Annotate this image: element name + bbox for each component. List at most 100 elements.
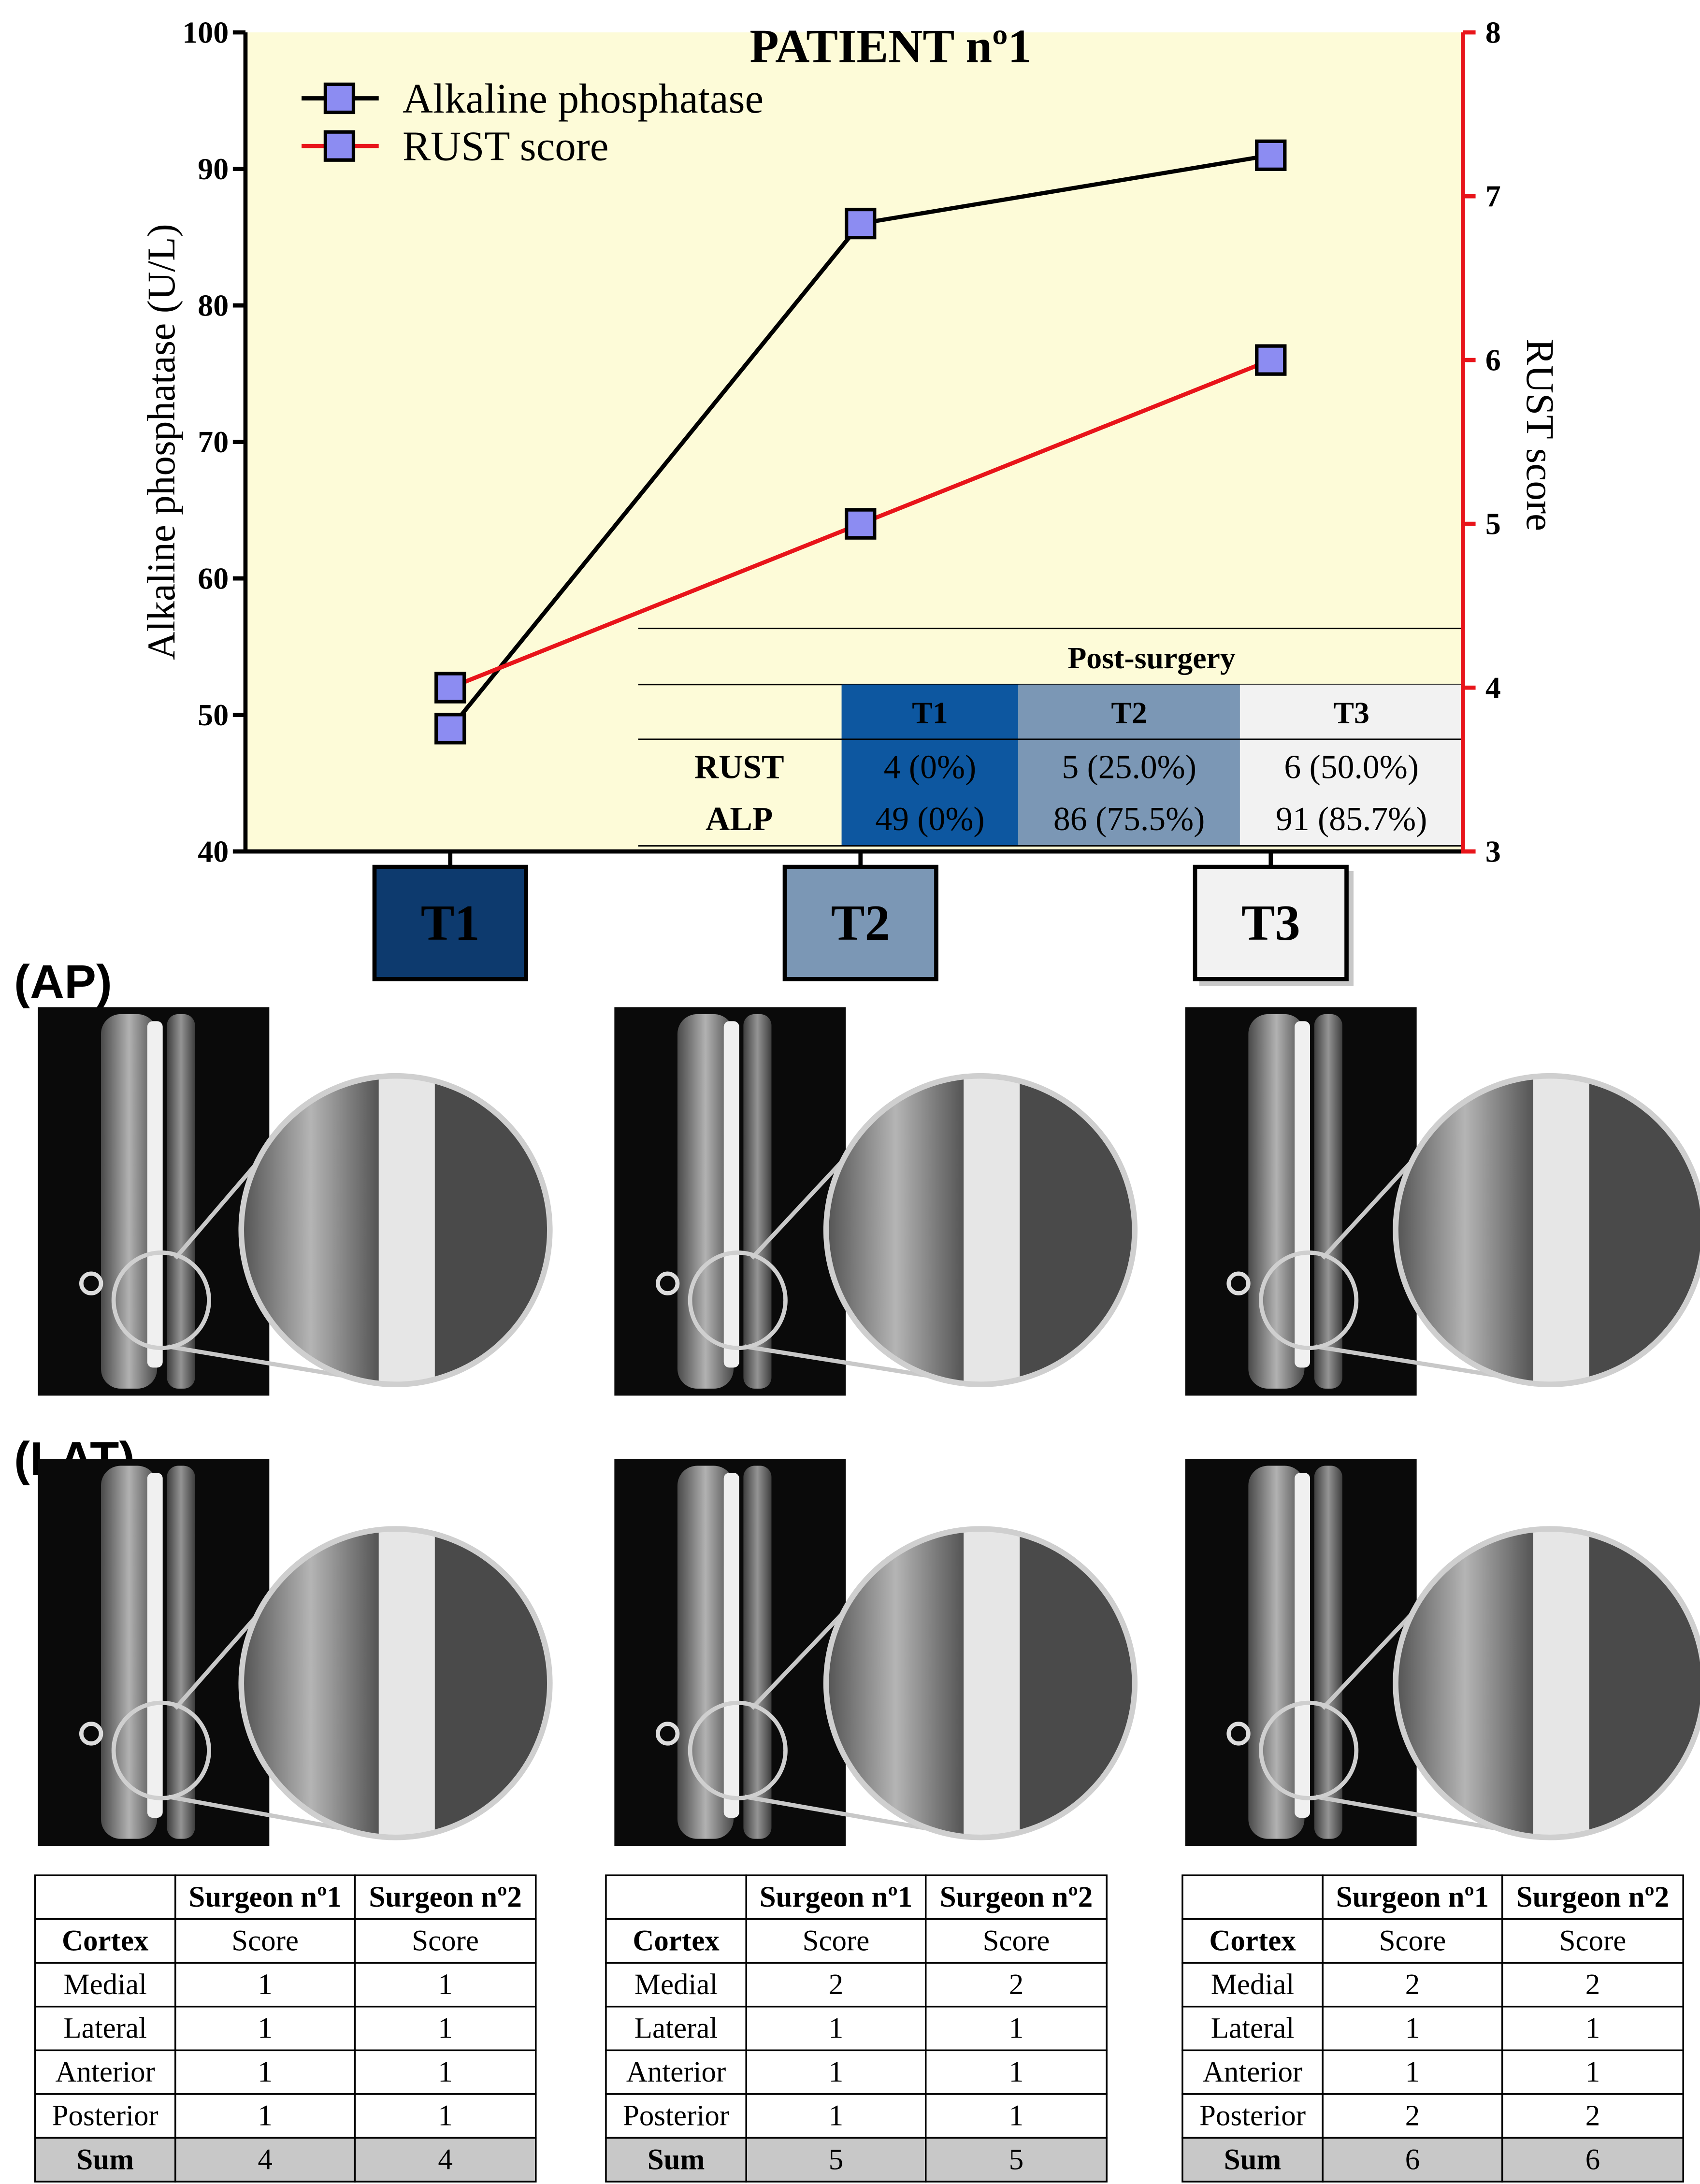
zoom-ring — [823, 1526, 1138, 1840]
table-cell-box — [174, 1918, 356, 1964]
table-cell: 1 — [1009, 2012, 1023, 2045]
table-cell-box — [1501, 2006, 1684, 2052]
table-cell: Lateral — [63, 2012, 147, 2045]
legend-label: RUST score — [403, 123, 608, 170]
bone — [1314, 1466, 1342, 1839]
zoom-ring — [1393, 1073, 1700, 1387]
y2-axis-label: RUST score — [1518, 339, 1562, 531]
table-cell-box — [925, 2093, 1108, 2139]
x-tick-label: T3 — [1241, 895, 1300, 951]
table-cell: Sum — [648, 2143, 705, 2176]
table-cell: 2 — [829, 1968, 843, 2001]
table-cell: 2 — [1405, 1968, 1420, 2001]
zoom-ring — [1393, 1526, 1700, 1840]
table-cell-box — [1181, 2093, 1324, 2139]
table-subheader: Score — [412, 1925, 479, 1957]
inset-title: Post-surgery — [1067, 641, 1236, 675]
legend-marker — [323, 82, 356, 115]
detail-ring — [688, 1250, 788, 1351]
marker-ring — [1226, 1271, 1251, 1295]
table-cell: 1 — [438, 2012, 452, 2045]
table-cell-box — [1501, 1962, 1684, 2008]
marker — [1255, 139, 1287, 171]
y2-tick-label: 6 — [1485, 343, 1501, 377]
table-cell: 1 — [438, 1968, 452, 2001]
table-header: Surgeon nº1 — [760, 1881, 912, 1913]
y-tick-label: 100 — [182, 15, 229, 50]
legend-label: Alkaline phosphatase — [403, 75, 764, 122]
table-cell: 1 — [258, 1968, 272, 2001]
y2-tick-label: 7 — [1485, 179, 1501, 214]
column-header: T2 — [1111, 695, 1147, 730]
zoom-connector — [744, 1795, 935, 1832]
zoom-bone — [826, 1529, 965, 1838]
y2-tick-label: 3 — [1485, 834, 1501, 869]
column-header: T1 — [912, 695, 948, 730]
table-cell-box — [1181, 1918, 1324, 1964]
zoom-nail — [1533, 1529, 1589, 1838]
table-cell: Medial — [63, 1968, 147, 2001]
table-subheader: Cortex — [633, 1925, 720, 1957]
table-cell: 1 — [1009, 2056, 1023, 2088]
table-cell: Lateral — [1211, 2012, 1295, 2045]
table-cell-box — [605, 1874, 747, 1920]
data-cell — [841, 739, 1019, 846]
table-subheader: Cortex — [62, 1925, 149, 1957]
table-cell: 1 — [829, 2056, 843, 2088]
table-cell-box — [745, 2137, 927, 2183]
zoom-connector — [168, 1344, 350, 1379]
table-subheader: Score — [803, 1925, 870, 1957]
table-cell-box — [34, 2093, 176, 2139]
zoom-nail — [964, 1076, 1020, 1385]
zoom-ring — [238, 1526, 553, 1840]
table-cell: Posterior — [623, 2100, 729, 2132]
table-cell-box — [34, 1874, 176, 1920]
table-cell-box — [605, 2049, 747, 2095]
data-cell — [1018, 739, 1240, 846]
table-cell: 1 — [258, 2100, 272, 2132]
detail-ring — [111, 1250, 211, 1351]
marker-ring — [79, 1722, 103, 1746]
table-header: Surgeon nº2 — [1516, 1881, 1669, 1913]
marker-ring — [1226, 1722, 1251, 1746]
table-subheader: Score — [231, 1925, 299, 1957]
marker — [845, 207, 877, 240]
table-cell-box — [1322, 2006, 1503, 2052]
table-cell: 1 — [829, 2100, 843, 2132]
table-cell: 4 — [258, 2143, 272, 2176]
zoom-connector — [1315, 1344, 1504, 1379]
table-cell-box — [354, 1918, 537, 1964]
view-label: (AP) — [14, 955, 112, 1008]
marker — [434, 713, 466, 745]
table-cell-box — [605, 2093, 747, 2139]
detail-ring — [111, 1700, 211, 1800]
table-cell: Posterior — [1199, 2100, 1306, 2132]
table-cell: 2 — [1009, 1968, 1023, 2001]
table-cell-box — [1181, 2049, 1324, 2095]
table-cell: 2 — [1405, 2100, 1420, 2132]
table-cell: 1 — [258, 2056, 272, 2088]
category-box — [1193, 864, 1349, 981]
table-cell: Lateral — [634, 2012, 718, 2045]
legend-marker — [323, 130, 356, 162]
table-cell-box — [925, 1874, 1108, 1920]
category-box — [372, 864, 528, 981]
table-cell-box — [745, 2049, 927, 2095]
table-cell: Sum — [1224, 2143, 1282, 2176]
table-cell: 1 — [258, 2012, 272, 2045]
detail-ring — [1259, 1700, 1359, 1800]
zoom-nail — [378, 1076, 435, 1385]
y-tick-label: 60 — [198, 561, 229, 596]
row-label: ALP — [706, 801, 773, 838]
table-header: Surgeon nº2 — [940, 1881, 1093, 1913]
marker — [845, 508, 877, 540]
table-cell: Anterior — [1203, 2056, 1302, 2088]
marker-ring — [655, 1722, 680, 1746]
table-cell: 5 (25.0%) — [1062, 749, 1196, 786]
chart-title: PATIENT nº1 — [749, 20, 1032, 73]
table-cell: 49 (0%) — [875, 801, 984, 838]
table-cell: Medial — [634, 1968, 718, 2001]
table-subheader: Score — [1559, 1925, 1627, 1957]
bone — [1314, 1014, 1342, 1389]
y-tick-label: 70 — [198, 425, 229, 459]
